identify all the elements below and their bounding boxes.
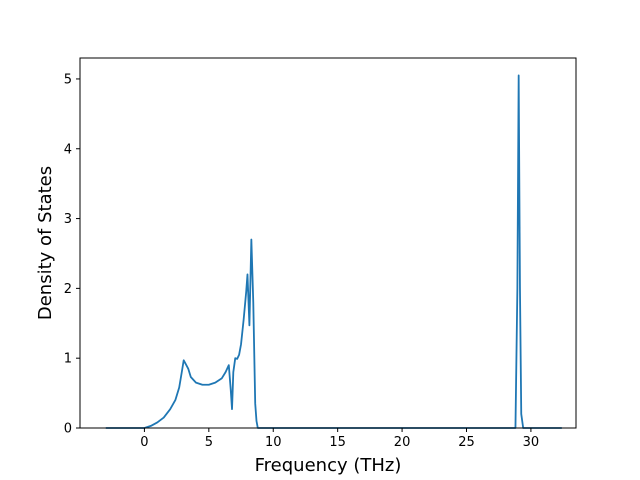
y-tick-label: 2 bbox=[64, 282, 72, 297]
axis-ticks: 0 5 10 15 20 25 30 0 1 2 3 4 5 bbox=[64, 72, 539, 450]
x-tick-label: 20 bbox=[394, 435, 411, 450]
x-axis-label: Frequency (THz) bbox=[255, 455, 402, 476]
y-tick-label: 0 bbox=[64, 422, 72, 437]
x-tick-label: 25 bbox=[458, 435, 475, 450]
y-tick-label: 5 bbox=[64, 72, 72, 87]
axes-frame bbox=[79, 57, 577, 429]
x-tick-label: 5 bbox=[205, 435, 213, 450]
y-tick-label: 4 bbox=[64, 142, 72, 157]
x-tick-label: 10 bbox=[265, 435, 282, 450]
x-tick-label: 15 bbox=[329, 435, 346, 450]
y-tick-label: 1 bbox=[64, 352, 72, 367]
x-tick-label: 30 bbox=[523, 435, 540, 450]
y-axis-label: Density of States bbox=[35, 166, 56, 320]
x-tick-label: 0 bbox=[140, 435, 148, 450]
y-tick-label: 3 bbox=[64, 212, 72, 227]
